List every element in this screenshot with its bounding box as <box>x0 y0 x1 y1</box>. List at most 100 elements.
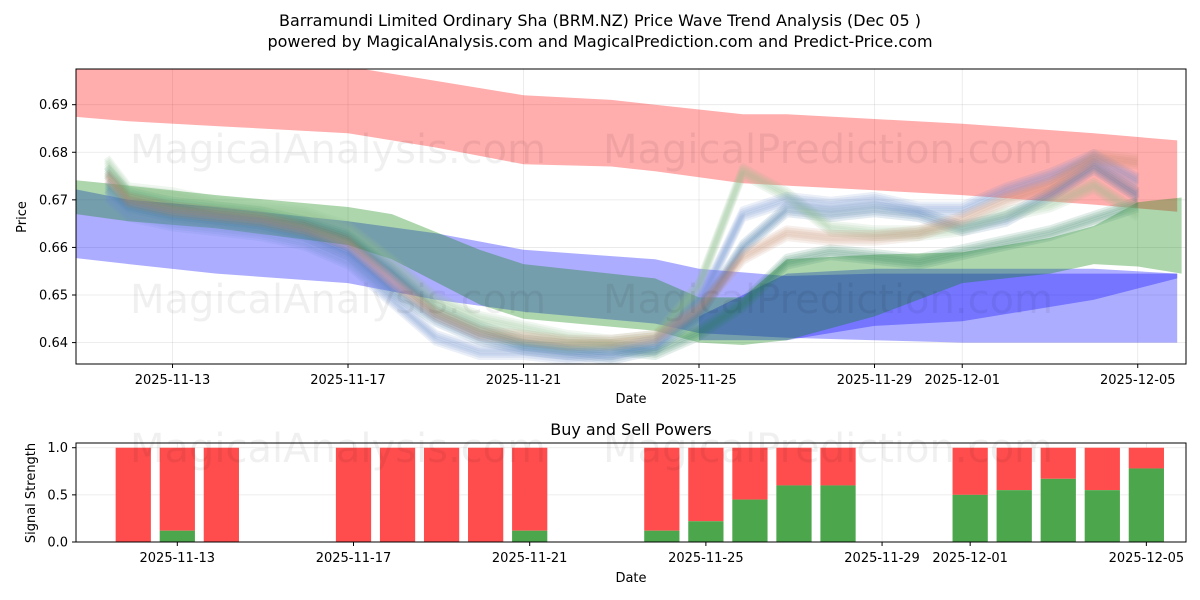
main-grid <box>76 69 1186 364</box>
wave-line-series-0 <box>104 166 1139 354</box>
sell-bar-12 <box>820 447 856 486</box>
sub-bars <box>115 447 1164 542</box>
main-y-tick-label: 0.68 <box>39 146 68 161</box>
buy-bar-13 <box>952 494 988 542</box>
wave-line-series-3 <box>104 151 1140 359</box>
wave-line-series-2 <box>103 157 1140 344</box>
wave-line-series-2 <box>103 159 1140 347</box>
buy-bar-11 <box>776 485 812 542</box>
wave-line-series-3 <box>104 153 1140 361</box>
sell-bar-4 <box>379 447 416 542</box>
buy-bar-12 <box>820 485 856 542</box>
chart-title-line1: Barramundi Limited Ordinary Sha (BRM.NZ)… <box>279 11 921 30</box>
buy-bar-10 <box>732 499 768 542</box>
red-band <box>76 69 1178 212</box>
sell-bar-1 <box>159 447 195 531</box>
wave-line-series-0 <box>104 171 1139 358</box>
buy-bar-8 <box>644 530 680 542</box>
sub-chart-title: Buy and Sell Powers <box>550 420 712 439</box>
main-x-tick-label: 2025-11-21 <box>486 373 562 388</box>
sub-y-axis-label: Signal Strength <box>24 443 39 543</box>
sell-bar-6 <box>468 447 504 542</box>
wave-line-series-1 <box>104 165 1140 363</box>
main-x-tick-label: 2025-11-25 <box>661 373 737 388</box>
sub-x-axis-label: Date <box>615 571 646 586</box>
main-y-tick-label: 0.65 <box>39 289 68 304</box>
main-plot-frame <box>75 68 1187 365</box>
sub-x-tick-label: 2025-12-01 <box>932 551 1008 566</box>
sub-plot-frame <box>75 442 1187 543</box>
sell-bar-16 <box>1084 447 1120 491</box>
sell-bar-10 <box>732 447 768 500</box>
buy-bar-7 <box>512 530 548 542</box>
main-x-tick-label: 2025-11-17 <box>310 373 386 388</box>
sell-bar-9 <box>688 447 724 522</box>
watermark-prediction-bottom: MagicalPrediction.com <box>603 277 1053 323</box>
watermark-analysis-sub: MagicalAnalysis.com <box>130 426 546 472</box>
main-x-tick-label: 2025-11-29 <box>837 373 913 388</box>
sell-bar-13 <box>952 447 988 495</box>
sell-bar-0 <box>115 447 151 542</box>
sub-x-tick-label: 2025-12-05 <box>1109 551 1185 566</box>
sell-bar-8 <box>644 447 680 531</box>
main-bands <box>76 69 1182 345</box>
sub-y-ticks: 0.0 0.5 1.0 <box>47 441 76 551</box>
main-y-tick-label: 0.64 <box>39 336 68 351</box>
wave-line-series-1 <box>104 163 1140 361</box>
wave-line-series-2 <box>103 164 1140 351</box>
sub-y-tick-label: 0.0 <box>47 536 68 551</box>
sell-bar-7 <box>512 447 548 531</box>
main-x-tick-label: 2025-12-05 <box>1100 373 1176 388</box>
wave-line-series-4 <box>104 157 1139 351</box>
wave-line-series-1 <box>104 167 1140 364</box>
sub-watermarks: MagicalAnalysis.com MagicalPrediction.co… <box>130 426 1053 472</box>
wave-line-series-1 <box>104 160 1140 359</box>
sell-bar-3 <box>335 447 372 542</box>
wave-line-series-3 <box>104 149 1140 356</box>
buy-bar-9 <box>688 521 724 542</box>
main-y-axis-label: Price <box>15 201 30 233</box>
main-y-tick-label: 0.66 <box>39 241 68 256</box>
main-y-tick-label: 0.69 <box>39 98 68 113</box>
sub-x-ticks: 2025-11-13 2025-11-17 2025-11-21 2025-11-25… <box>140 542 1185 566</box>
main-x-tick-label: 2025-12-01 <box>924 373 1000 388</box>
wave-line-series-0 <box>104 164 1139 352</box>
sell-bar-15 <box>1040 447 1076 479</box>
wave-line-series-4 <box>104 155 1139 349</box>
wave-line-series-4 <box>104 149 1139 342</box>
main-wave-lines <box>103 149 1140 364</box>
main-x-tick-label: 2025-11-13 <box>135 373 211 388</box>
buy-bar-16 <box>1084 490 1120 542</box>
blue-band <box>76 189 1178 343</box>
wave-line-series-4 <box>104 153 1139 347</box>
wave-line-series-2 <box>103 161 1140 349</box>
sub-x-tick-label: 2025-11-21 <box>492 551 568 566</box>
sub-x-tick-label: 2025-11-17 <box>316 551 392 566</box>
wave-line-series-3 <box>104 157 1140 364</box>
watermark-analysis-bottom: MagicalAnalysis.com <box>130 277 546 323</box>
buy-bar-15 <box>1040 478 1076 542</box>
sub-y-tick-label: 0.5 <box>47 488 68 503</box>
buy-bar-14 <box>996 490 1032 542</box>
sub-x-tick-label: 2025-11-29 <box>844 551 920 566</box>
wave-line-series-0 <box>104 168 1139 356</box>
main-x-ticks: 2025-11-13 2025-11-17 2025-11-21 2025-11-25… <box>135 364 1176 388</box>
watermark-analysis-top: MagicalAnalysis.com <box>130 127 546 173</box>
main-watermarks: MagicalAnalysis.com MagicalPrediction.co… <box>130 127 1053 323</box>
sell-bar-2 <box>203 447 239 542</box>
watermark-prediction-sub: MagicalPrediction.com <box>603 426 1053 472</box>
main-x-axis-label: Date <box>615 392 646 407</box>
sell-bar-17 <box>1128 447 1164 469</box>
blue-rise-band <box>699 268 1178 341</box>
sub-x-tick-label: 2025-11-13 <box>140 551 216 566</box>
chart-title-line2: powered by MagicalAnalysis.com and Magic… <box>267 32 932 51</box>
main-y-ticks: 0.64 0.65 0.66 0.67 0.68 0.69 <box>39 98 76 351</box>
wave-line-series-3 <box>104 155 1140 363</box>
wave-line-series-1 <box>104 158 1140 356</box>
main-y-tick-label: 0.67 <box>39 193 68 208</box>
sub-x-tick-label: 2025-11-25 <box>668 551 744 566</box>
green-band <box>76 180 1182 345</box>
wave-line-series-0 <box>104 173 1139 360</box>
wave-line-series-2 <box>103 155 1140 342</box>
